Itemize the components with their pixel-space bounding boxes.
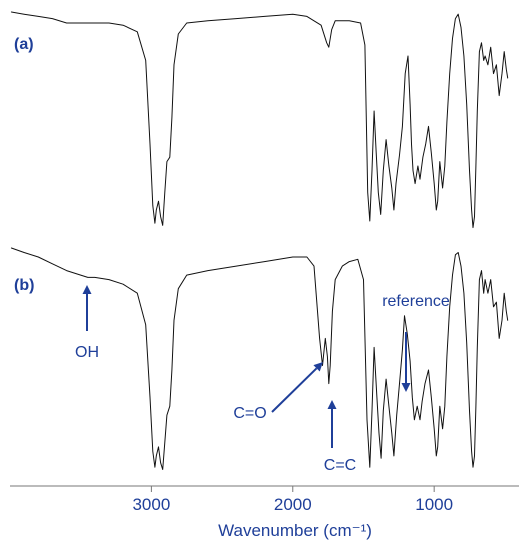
annotations-layer: OH C=O C=C reference	[75, 285, 450, 474]
x-tick-label: 2000	[274, 495, 312, 514]
annotation-arrow-c-c-head	[327, 400, 337, 409]
x-axis: 3000 2000 1000 Wavenumber (cm⁻¹)	[10, 485, 519, 540]
x-tick-label: 3000	[132, 495, 170, 514]
spectrum-line-a	[10, 11, 509, 229]
panel-label-a: (a)	[14, 36, 34, 53]
annotation-arrow-oh-head	[82, 285, 92, 294]
panel-label-b: (b)	[14, 277, 34, 294]
annotation-arrow-c-o-head	[313, 362, 323, 372]
annotation-c-c: C=C	[324, 457, 356, 474]
annotation-c-o: C=O	[233, 405, 266, 422]
labels-layer: (a) (b)	[14, 36, 34, 294]
annotation-arrow-c-o-shaft	[271, 367, 318, 413]
x-tick-label: 1000	[415, 495, 453, 514]
annotation-reference: reference	[382, 293, 450, 310]
x-axis-label: Wavenumber (cm⁻¹)	[218, 521, 372, 540]
spectrum-line-b	[10, 247, 509, 470]
annotation-arrow-reference-head	[401, 383, 411, 392]
spectra-layer	[10, 11, 509, 470]
annotation-oh: OH	[75, 344, 99, 361]
